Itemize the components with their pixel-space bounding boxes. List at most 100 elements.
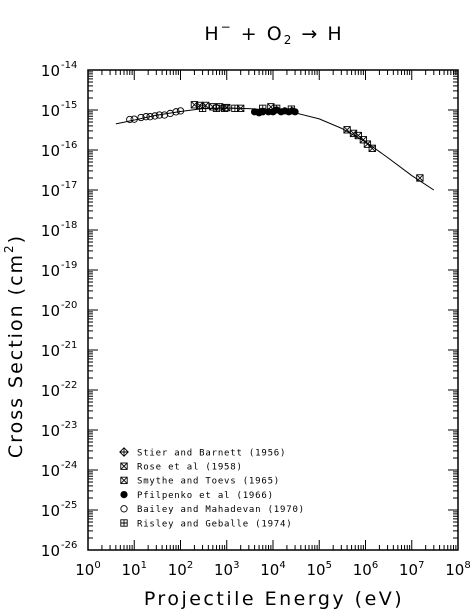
plot-frame <box>87 69 459 551</box>
data-point <box>259 104 267 112</box>
data-point <box>273 104 281 112</box>
marker-shape <box>120 505 128 513</box>
marker-inner <box>231 105 239 112</box>
y-tick-labels: 10-1410-1510-1610-1710-1810-1910-2010-21… <box>41 60 77 560</box>
marker-inner <box>416 174 424 182</box>
marker-shape <box>190 101 199 109</box>
y-tick-exponent: -18 <box>61 220 77 231</box>
y-axis-label-main: Cross Section (cm <box>5 253 27 458</box>
legend-marker <box>120 462 128 470</box>
data-point <box>220 104 229 112</box>
data-point <box>368 144 376 152</box>
legend-marker <box>120 476 128 485</box>
y-tick-exponent: -19 <box>61 260 77 271</box>
y-tick-label: 10 <box>41 102 60 120</box>
chart-title-main: H <box>204 23 220 45</box>
data-point <box>151 112 159 120</box>
marker-inner <box>363 140 371 148</box>
marker-inner <box>199 105 206 112</box>
marker-shape <box>176 107 185 115</box>
y-tick-label: 10 <box>41 342 60 360</box>
y-tick-exponent: -25 <box>61 500 77 511</box>
data-point <box>209 103 217 111</box>
marker-shape <box>142 113 150 121</box>
marker-inner <box>120 476 128 484</box>
y-tick-exponent: -26 <box>61 540 77 551</box>
y-tick-exponent: -21 <box>61 340 77 351</box>
x-tick-label: 103 <box>214 560 239 579</box>
chart-title: H− + O2 → H <box>204 20 343 47</box>
marker-inner <box>343 126 351 134</box>
y-tick-label: 10 <box>41 262 60 280</box>
fit-curve <box>115 107 435 191</box>
marker-inner <box>259 105 266 112</box>
chart-title-sub: 2 <box>284 33 294 47</box>
marker-shape <box>416 174 424 182</box>
marker-inner <box>119 447 129 457</box>
marker-inner <box>120 462 128 470</box>
data-point <box>142 113 150 121</box>
data-point <box>291 108 299 116</box>
data-point <box>146 113 154 121</box>
x-tick-labels: 100 101 102 103 104 105 106 107 108 <box>75 560 470 579</box>
x-tick-label: 104 <box>260 560 285 579</box>
marker-shape <box>368 144 376 152</box>
legend-marker <box>120 505 128 513</box>
marker-shape <box>291 108 299 116</box>
marker-inner <box>273 105 280 112</box>
y-tick-exponent: -24 <box>61 460 77 471</box>
marker-shape <box>223 103 231 112</box>
x-tick-label: 100 <box>75 560 100 579</box>
marker-shape <box>151 112 159 120</box>
y-tick-exponent: -20 <box>61 300 77 311</box>
y-tick-label: 10 <box>41 302 60 320</box>
data-point <box>212 104 221 112</box>
marker-shape <box>354 131 362 140</box>
data-point <box>130 115 138 123</box>
marker-shape <box>155 111 164 119</box>
legend-marker <box>120 490 128 499</box>
legend-marker <box>119 447 129 457</box>
y-axis-label: Cross Section (cm2) <box>2 234 27 458</box>
marker-inner <box>209 103 217 111</box>
x-tick-label: 101 <box>122 560 147 579</box>
marker-inner <box>213 105 220 112</box>
data-point <box>231 104 239 112</box>
marker-inner <box>349 129 358 137</box>
marker-inner <box>221 105 228 112</box>
y-tick-label: 10 <box>41 462 60 480</box>
data-point <box>176 107 185 115</box>
x-tick-label: 102 <box>168 560 193 579</box>
marker-shape <box>126 115 134 124</box>
marker-inner <box>120 519 128 527</box>
marker-shape <box>146 113 154 121</box>
data-point <box>155 111 164 119</box>
data-point <box>363 140 372 148</box>
data-point <box>126 115 134 124</box>
y-tick-label: 10 <box>41 502 60 520</box>
marker-shape <box>120 490 128 499</box>
data-points <box>126 101 424 182</box>
y-tick-exponent: -15 <box>61 100 77 111</box>
chart-title-rest: + O <box>233 23 284 45</box>
y-tick-label: 10 <box>41 542 60 560</box>
marker-inner <box>288 105 295 113</box>
y-tick-label: 10 <box>41 62 60 80</box>
data-point <box>198 104 207 112</box>
y-tick-label: 10 <box>41 142 60 160</box>
legend-label: Pfilpenko et al (1966) <box>137 491 274 501</box>
marker-shape <box>130 115 138 123</box>
x-tick-label: 106 <box>353 560 378 579</box>
data-point <box>137 113 145 122</box>
data-point <box>287 105 296 113</box>
legend-marker <box>120 519 128 527</box>
marker-shape <box>137 113 145 122</box>
y-tick-label: 10 <box>41 422 60 440</box>
y-tick-label: 10 <box>41 222 60 240</box>
y-axis-label-end: ) <box>5 234 27 243</box>
legend-label: Rose et al (1958) <box>137 463 243 473</box>
legend: Stier and Barnett (1956) Rose et al (1958… <box>119 447 304 529</box>
data-point <box>172 108 180 116</box>
x-tick-label: 105 <box>307 560 332 579</box>
